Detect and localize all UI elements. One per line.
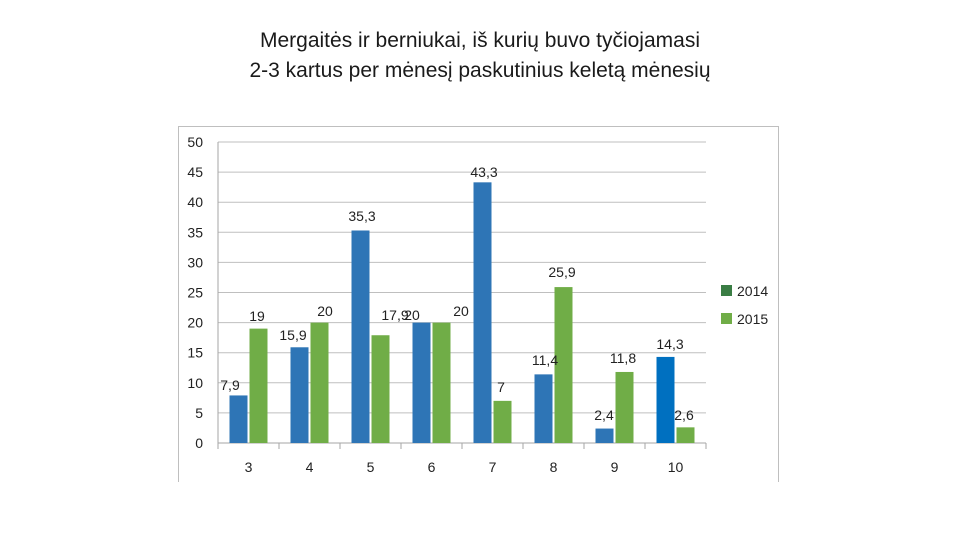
legend-swatch-2015 — [721, 313, 732, 324]
chart-title-line-2: 2-3 kartus per mėnesį paskutinius keletą… — [249, 59, 711, 82]
chart-frame — [178, 126, 779, 482]
data-label-2015: 20 — [317, 303, 333, 319]
y-tick-label: 40 — [187, 194, 203, 210]
data-label-2015: 17,9 — [381, 307, 408, 323]
legend-label-2014: 2014 — [737, 283, 768, 299]
y-tick-label: 30 — [187, 254, 203, 270]
legend-label-2015: 2015 — [737, 311, 768, 327]
y-tick-label: 20 — [187, 315, 203, 331]
chart-title: Mergaitės ir berniukai, iš kurių buvo ty… — [0, 26, 960, 86]
x-tick-label: 10 — [668, 459, 684, 475]
bar-2014 — [656, 356, 675, 443]
y-tick-label: 10 — [187, 375, 203, 391]
legend-swatch-2014 — [721, 285, 732, 296]
x-tick-label: 3 — [245, 459, 253, 475]
bar-2014 — [534, 374, 553, 443]
x-tick-label: 7 — [489, 459, 497, 475]
y-tick-label: 0 — [195, 435, 203, 451]
x-tick-label: 9 — [611, 459, 619, 475]
y-tick-label: 45 — [187, 164, 203, 180]
bar-2015 — [615, 371, 634, 443]
data-label-2014: 35,3 — [348, 208, 375, 224]
data-label-2015: 7 — [497, 379, 505, 395]
data-label-2014: 11,4 — [532, 352, 558, 368]
bar-2014 — [351, 230, 370, 443]
bar-2015 — [249, 328, 268, 443]
bar-2015 — [432, 322, 451, 443]
y-tick-label: 35 — [187, 224, 203, 240]
bar-2014 — [290, 347, 309, 443]
data-label-2014: 7,9 — [220, 377, 240, 393]
bar-2014 — [473, 182, 492, 444]
chart-title-line-1: Mergaitės ir berniukai, iš kurių buvo ty… — [259, 29, 700, 52]
bar-2014 — [595, 428, 614, 443]
bar-2015 — [310, 322, 329, 443]
y-tick-label: 50 — [187, 134, 203, 150]
data-label-2015: 20 — [453, 303, 469, 319]
data-label-2014: 14,3 — [656, 336, 683, 352]
y-tick-label: 15 — [187, 345, 203, 361]
y-tick-label: 25 — [187, 285, 203, 301]
bar-2014 — [412, 322, 431, 443]
bar-2015 — [554, 287, 573, 443]
data-label-2014: 43,3 — [470, 164, 497, 180]
data-label-2015: 19 — [249, 308, 265, 324]
data-label-2014: 2,4 — [594, 407, 614, 423]
bar-2015 — [493, 400, 512, 443]
y-tick-label: 5 — [195, 405, 203, 421]
data-label-2015: 25,9 — [548, 264, 575, 280]
x-tick-label: 5 — [367, 459, 375, 475]
x-tick-label: 6 — [428, 459, 436, 475]
bar-2014 — [229, 395, 248, 443]
data-label-2015: 2,6 — [674, 407, 694, 423]
data-label-2014: 20 — [404, 307, 420, 323]
data-label-2014: 15,9 — [279, 327, 306, 343]
x-tick-label: 8 — [550, 459, 558, 475]
x-tick-label: 4 — [306, 459, 314, 475]
bar-2015 — [676, 427, 695, 443]
data-label-2015: 11,8 — [610, 350, 636, 366]
bar-2015 — [371, 335, 390, 443]
